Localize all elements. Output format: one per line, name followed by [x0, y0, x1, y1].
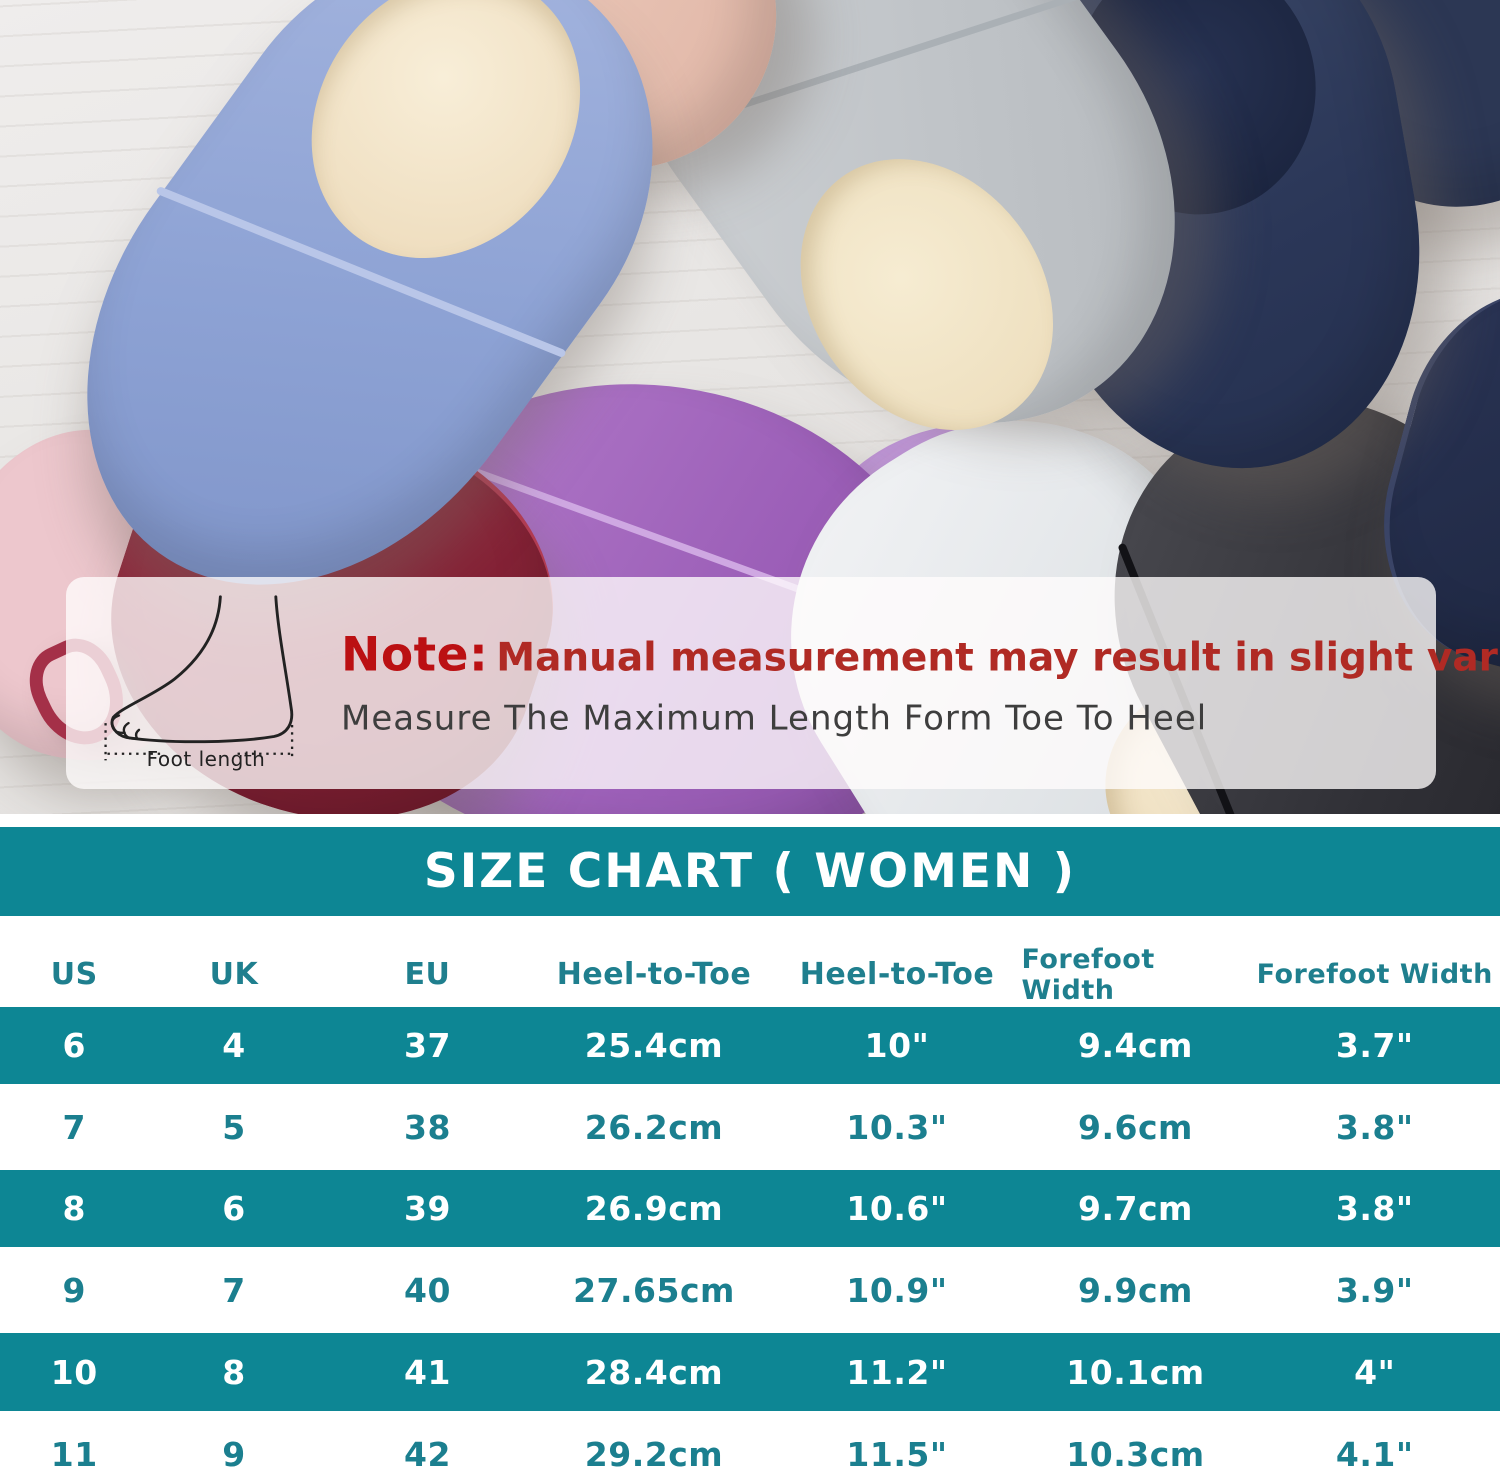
size-cell: 40: [404, 1270, 451, 1310]
size-cell: 9: [222, 1434, 246, 1474]
size-cell: 8: [62, 1189, 86, 1228]
size-cell: 8: [222, 1352, 246, 1392]
size-cell: 7: [62, 1107, 86, 1147]
size-cell: 11: [50, 1434, 98, 1474]
size-cell: 5: [222, 1107, 246, 1147]
size-cell: 26.2cm: [584, 1107, 724, 1147]
blue-slipper-lining: [256, 0, 636, 311]
size-cell: 4.1": [1335, 1434, 1414, 1474]
header-heel-to-toe-cm: Heel-to-Toe: [556, 957, 752, 992]
note-sub-text: Measure The Maximum Length Form Toe To H…: [341, 698, 1208, 739]
header-forefoot-width-cm: Forefoot Width: [1021, 943, 1155, 1006]
size-cell: 26.9cm: [584, 1189, 724, 1228]
header-uk: UK: [209, 957, 259, 992]
size-cell: 4: [222, 1026, 246, 1065]
size-cell: 10": [864, 1026, 930, 1065]
size-chart-title: SIZE CHART ( WOMEN ): [423, 844, 1077, 899]
size-cell: 11.2": [846, 1352, 948, 1392]
size-cell: 29.2cm: [584, 1434, 724, 1474]
size-chart-title-bar: SIZE CHART ( WOMEN ): [0, 827, 1500, 916]
size-cell: 42: [404, 1434, 451, 1474]
size-cell: 10.3": [846, 1107, 948, 1147]
size-chart-header-row: US UK EU Heel-to-Toe Heel-to-Toe Forefoo…: [0, 916, 1500, 1007]
note-line-1: Note: Manual measurement may result in s…: [341, 628, 1500, 683]
foot-length-icon: Foot length: [96, 589, 316, 775]
foot-length-label: Foot length: [146, 747, 266, 771]
size-cell: 6: [222, 1189, 246, 1228]
size-cell: 28.4cm: [584, 1352, 724, 1392]
size-cell: 27.65cm: [573, 1270, 735, 1310]
header-forefoot-width-in: Forefoot Width: [1256, 959, 1493, 990]
note-overlay: Foot length Note: Manual measurement may…: [66, 577, 1500, 789]
size-cell: 3.8": [1335, 1189, 1414, 1228]
product-photo: Foot length Note: Manual measurement may…: [0, 0, 1500, 814]
table-row: 7 5 38 26.2cm 10.3" 9.6cm 3.8": [0, 1084, 1500, 1170]
size-cell: 11.5": [846, 1434, 948, 1474]
size-cell: 10.1cm: [1066, 1352, 1205, 1392]
size-cell: 10.6": [846, 1189, 948, 1228]
size-cell: 38: [404, 1107, 451, 1147]
size-cell: 7: [222, 1270, 246, 1310]
size-cell: 3.7": [1335, 1026, 1414, 1065]
size-cell: 10.9": [846, 1270, 948, 1310]
note-text-block: Note: Manual measurement may result in s…: [341, 628, 1500, 739]
table-row: 11 9 42 29.2cm 11.5" 10.3cm 4.1": [0, 1411, 1500, 1482]
size-cell: 39: [404, 1189, 451, 1228]
size-cell: 3.9": [1335, 1270, 1414, 1310]
header-heel-to-toe-in: Heel-to-Toe: [799, 957, 995, 992]
table-row: 8 6 39 26.9cm 10.6" 9.7cm 3.8": [0, 1170, 1500, 1247]
size-cell: 37: [404, 1026, 451, 1065]
header-us: US: [50, 957, 98, 992]
header-eu: EU: [404, 957, 451, 992]
table-row: 6 4 37 25.4cm 10" 9.4cm 3.7": [0, 1007, 1500, 1084]
size-cell: 9: [62, 1270, 86, 1310]
size-cell: 3.8": [1335, 1107, 1414, 1147]
size-cell: 41: [404, 1352, 451, 1392]
size-cell: 9.4cm: [1078, 1026, 1193, 1065]
size-cell: 4": [1354, 1352, 1396, 1392]
size-cell: 6: [62, 1026, 86, 1065]
size-cell: 10.3cm: [1066, 1434, 1205, 1474]
size-cell: 9.7cm: [1078, 1189, 1193, 1228]
size-cell: 9.6cm: [1078, 1107, 1193, 1147]
size-chart-table: 6 4 37 25.4cm 10" 9.4cm 3.7" 7 5 38 26.2…: [0, 1007, 1500, 1482]
note-main-text: Manual measurement may result in slight …: [496, 635, 1500, 681]
note-label: Note:: [341, 627, 489, 683]
table-row: 10 8 41 28.4cm 11.2" 10.1cm 4": [0, 1333, 1500, 1411]
size-cell: 10: [50, 1352, 98, 1392]
table-row: 9 7 40 27.65cm 10.9" 9.9cm 3.9": [0, 1247, 1500, 1333]
size-cell: 9.9cm: [1078, 1270, 1193, 1310]
size-cell: 25.4cm: [584, 1026, 724, 1065]
